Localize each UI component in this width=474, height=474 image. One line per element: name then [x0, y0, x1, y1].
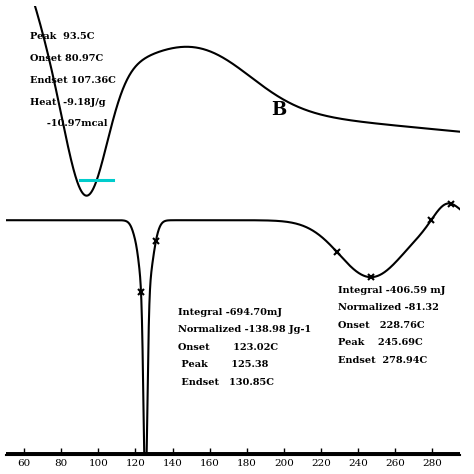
Text: Onset       123.02C: Onset 123.02C — [178, 343, 278, 352]
Text: Endset 107.36C: Endset 107.36C — [30, 76, 116, 85]
Text: Normalized -138.98 Jg-1: Normalized -138.98 Jg-1 — [178, 325, 311, 334]
Text: Endset   130.85C: Endset 130.85C — [178, 378, 274, 387]
Text: Integral -694.70mJ: Integral -694.70mJ — [178, 308, 282, 317]
Text: Onset   228.76C: Onset 228.76C — [337, 321, 424, 330]
Text: Peak       125.38: Peak 125.38 — [178, 360, 268, 369]
Text: Peak  93.5C: Peak 93.5C — [30, 32, 94, 41]
Text: B: B — [271, 101, 286, 119]
Text: Integral -406.59 mJ: Integral -406.59 mJ — [337, 286, 445, 295]
Text: -10.97mcal: -10.97mcal — [30, 119, 107, 128]
Text: Heat  -9.18J/g: Heat -9.18J/g — [30, 98, 105, 107]
Text: Endset  278.94C: Endset 278.94C — [337, 356, 427, 365]
Text: Peak    245.69C: Peak 245.69C — [337, 338, 422, 347]
Text: Onset 80.97C: Onset 80.97C — [30, 54, 103, 63]
Text: Normalized -81.32: Normalized -81.32 — [337, 303, 438, 312]
